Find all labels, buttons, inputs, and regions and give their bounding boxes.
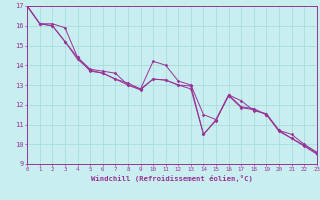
- X-axis label: Windchill (Refroidissement éolien,°C): Windchill (Refroidissement éolien,°C): [91, 175, 253, 182]
